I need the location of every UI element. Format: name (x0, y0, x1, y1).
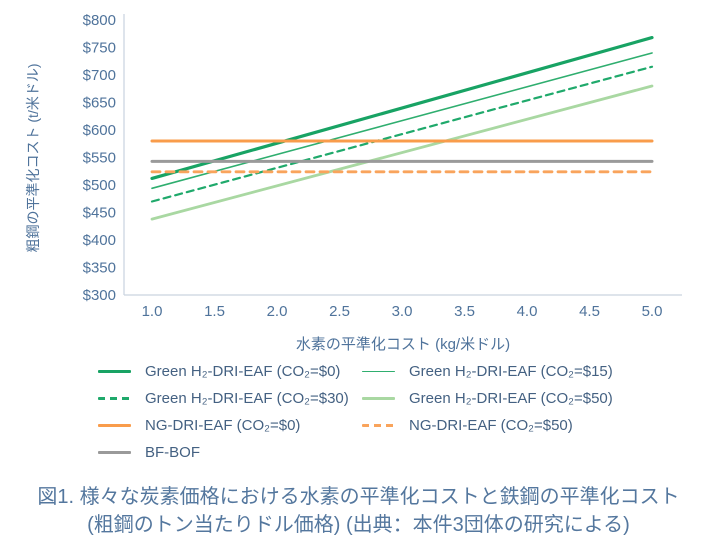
legend-item-label: Green H₂-DRI-EAF (CO₂=$15) (409, 363, 613, 380)
legend-swatch-line (98, 424, 131, 427)
legend-row: BF-BOF (98, 439, 698, 466)
x-tick-label: 5.0 (642, 303, 663, 320)
legend-row: NG-DRI-EAF (CO₂=$0) NG-DRI-EAF (CO₂=$50) (98, 412, 698, 439)
legend-swatch-line (98, 369, 131, 374)
plot-area: $300 $350 $400 $450 $500 $550 $600 $650 $700 $750… (83, 12, 682, 320)
legend-item-label: Green H₂-DRI-EAF (CO₂=$30) (145, 390, 349, 407)
x-tick-label: 2.0 (267, 303, 288, 320)
legend-swatch-line (98, 451, 131, 454)
y-tick-label: $800 (83, 12, 116, 29)
series-line-2 (150, 65, 654, 203)
y-tick-label: $700 (83, 67, 116, 84)
legend-item: NG-DRI-EAF (CO₂=$0) (98, 417, 362, 434)
legend-item: Green H₂-DRI-EAF (CO₂=$50) (362, 390, 698, 407)
legend-item-label: Green H₂-DRI-EAF (CO₂=$50) (409, 390, 613, 407)
series-line-1 (151, 52, 653, 190)
legend-item-label: Green H₂-DRI-EAF (CO₂=$0) (145, 363, 341, 380)
y-tick-label: $300 (83, 287, 116, 304)
legend-row: Green H₂-DRI-EAF (CO₂=$30) Green H₂-DRI-… (98, 385, 698, 412)
y-tick-label: $750 (83, 40, 116, 57)
x-tick-label: 4.5 (579, 303, 600, 320)
y-tick-label: $450 (83, 205, 116, 222)
legend-swatch-line (362, 397, 395, 400)
legend-item-label: NG-DRI-EAF (CO₂=$50) (409, 417, 573, 434)
legend-item: NG-DRI-EAF (CO₂=$50) (362, 417, 698, 434)
legend-swatch-line (362, 424, 395, 427)
legend-item: BF-BOF (98, 444, 362, 461)
legend-item: Green H₂-DRI-EAF (CO₂=$0) (98, 363, 362, 380)
x-tick-label: 1.0 (142, 303, 163, 320)
caption-line-1: 図1. 様々な炭素価格における水素の平準化コストと鉄鋼の平準化コスト (37, 486, 680, 508)
y-tick-label: $600 (83, 122, 116, 139)
x-tick-label: 3.5 (454, 303, 475, 320)
series-line-0 (150, 35, 654, 180)
legend: Green H₂-DRI-EAF (CO₂=$0) Green H₂-DRI-E… (98, 358, 698, 466)
x-tick-label: 2.5 (329, 303, 350, 320)
x-tick-label: 4.0 (517, 303, 538, 320)
y-tick-label: $350 (83, 260, 116, 277)
y-axis-label: 粗鋼の平準化コスト (t/米ドル) (25, 63, 41, 253)
y-tick-label: $400 (83, 232, 116, 249)
legend-swatch-line (362, 370, 395, 373)
x-axis-label: 水素の平準化コスト (kg/米ドル) (295, 336, 511, 353)
x-tick-label: 3.0 (392, 303, 413, 320)
legend-swatch-line (98, 397, 131, 400)
x-tick-label: 1.5 (204, 303, 225, 320)
figure-caption: 図1. 様々な炭素価格における水素の平準化コストと鉄鋼の平準化コスト (粗鋼のト… (0, 483, 717, 539)
caption-line-2: (粗鋼のトン当たりドル価格) (出典：本件3団体の研究による) (87, 514, 630, 536)
y-tick-label: $650 (83, 95, 116, 112)
legend-item: Green H₂-DRI-EAF (CO₂=$15) (362, 363, 698, 380)
series-line-3 (150, 84, 654, 221)
legend-item: Green H₂-DRI-EAF (CO₂=$30) (98, 390, 362, 407)
y-tick-label: $550 (83, 150, 116, 167)
legend-item-label: BF-BOF (145, 444, 200, 461)
legend-item-label: NG-DRI-EAF (CO₂=$0) (145, 417, 301, 434)
legend-row: Green H₂-DRI-EAF (CO₂=$0) Green H₂-DRI-E… (98, 358, 698, 385)
y-tick-label: $500 (83, 177, 116, 194)
